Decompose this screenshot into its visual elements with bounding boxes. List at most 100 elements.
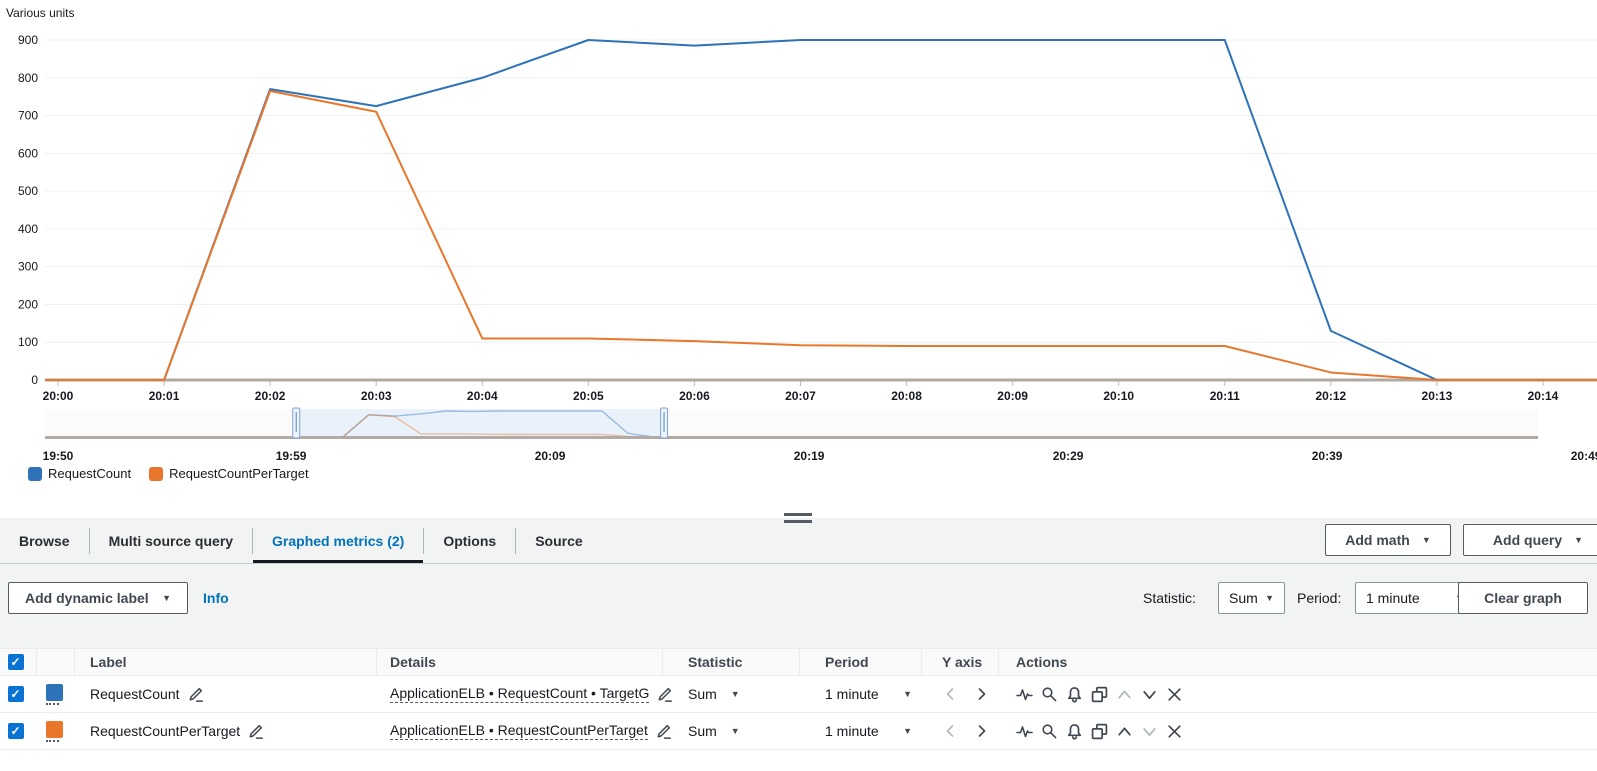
row-checkbox[interactable] [8,723,24,739]
period-value: 1 minute [825,686,879,702]
period-dropdown[interactable]: 1 minute ▼ [800,686,922,702]
y-tick-label: 600 [18,146,38,160]
x-tick-label: 20:03 [361,389,392,403]
table-row: RequestCount ApplicationELB • RequestCoun… [0,676,1597,713]
metrics-chart[interactable]: 0 100 200 300 400 500 600 700 800 900 20:00 20:01 20… [0,0,1597,406]
statistic-value: Sum [1229,590,1258,606]
timeline-tick-label: 20:19 [794,449,825,463]
tab-label: Source [535,532,583,549]
chevron-down-icon: ▼ [730,689,740,699]
series-RequestCount [45,39,1597,381]
column-header-label: Label [75,649,377,675]
metric-color-swatch[interactable] [46,720,63,738]
move-down-icon [1141,723,1158,740]
pencil-icon[interactable] [248,724,264,739]
panel-resize-handle[interactable] [784,513,812,527]
remove-icon[interactable] [1166,686,1183,703]
x-tick-label: 20:04 [467,389,498,403]
timeline-brush[interactable]: 19:50 19:59 20:09 20:19 20:29 20:39 20:49 [0,406,1597,466]
column-header-actions: Actions [1016,654,1068,670]
chevron-down-icon: ▼ [1421,535,1431,545]
line-style-dots-icon [46,702,59,705]
x-tick-label: 20:01 [149,389,180,403]
metric-label: RequestCount [90,686,180,702]
tab-options[interactable]: Options [424,518,515,563]
statistic-label: Statistic: [1143,590,1196,606]
tab-browse[interactable]: Browse [0,518,89,563]
timeline-tick-label: 20:29 [1053,449,1084,463]
column-header-statistic: Statistic [663,649,800,675]
chart-legend: RequestCount RequestCountPerTarget [28,466,309,481]
tab-label: Browse [19,532,70,549]
y-tick-label: 500 [18,184,38,198]
info-link[interactable]: Info [203,590,229,606]
legend-swatch-icon [149,466,164,481]
metric-details[interactable]: ApplicationELB • RequestCountPerTarget [390,722,648,740]
alarm-icon[interactable] [1066,723,1083,740]
statistic-dropdown[interactable]: Sum ▼ [663,723,800,739]
tab-divider [88,527,90,554]
chevron-down-icon: ▼ [1265,593,1274,603]
legend-label: RequestCount [48,466,132,481]
clear-graph-button[interactable]: Clear graph [1458,582,1588,614]
tab-label: Options [443,532,497,549]
tabs: Browse Multi source query Graphed metrics … [0,518,1597,564]
timeline-tick-label: 20:49 [1571,449,1597,463]
statistic-select[interactable]: Sum ▼ [1218,582,1285,614]
x-tick-label: 20:13 [1422,389,1453,403]
pencil-icon[interactable] [657,687,673,702]
add-query-button[interactable]: Add query ▼ [1463,524,1597,556]
legend-item[interactable]: RequestCount [28,466,131,481]
zoom-icon[interactable] [1041,723,1058,740]
period-dropdown[interactable]: 1 minute ▼ [800,723,922,739]
tab-graphed-metrics-2[interactable]: Graphed metrics (2) [253,518,423,563]
pencil-icon[interactable] [656,724,671,739]
y-axis-right-icon[interactable] [974,723,990,739]
remove-icon[interactable] [1166,723,1183,740]
duplicate-icon[interactable] [1091,723,1108,740]
zoom-icon[interactable] [1041,686,1058,703]
duplicate-icon[interactable] [1091,686,1108,703]
y-tick-label: 0 [31,373,38,387]
period-select[interactable]: 1 minute ▼ [1355,582,1475,614]
tab-multi-source-query[interactable]: Multi source query [90,518,252,563]
select-all-checkbox[interactable] [8,654,24,670]
move-up-icon[interactable] [1116,723,1133,740]
move-down-icon[interactable] [1141,686,1158,703]
x-tick-label: 20:05 [573,389,604,403]
metrics-table: Label Details Statistic Period Y axis Ac… [0,648,1597,750]
metrics-panel: Browse Multi source query Graphed metrics … [0,513,1597,648]
tab-source[interactable]: Source [516,518,601,563]
y-tick-label: 300 [18,260,38,274]
x-tick-label: 20:08 [891,389,922,403]
legend-swatch-icon [28,466,42,481]
brush-selection[interactable] [296,409,665,437]
x-tick-label: 20:11 [1210,389,1240,403]
metric-details[interactable]: ApplicationELB • RequestCount • TargetG [390,685,650,703]
table-header: Label Details Statistic Period Y axis Ac… [0,648,1597,676]
x-tick-label: 20:02 [255,389,286,403]
column-header-details: Details [377,649,663,675]
chevron-down-icon: ▼ [1574,535,1584,545]
y-axis-right-icon[interactable] [974,686,990,702]
pencil-icon[interactable] [188,687,203,702]
y-tick-label: 400 [18,222,38,236]
statistic-dropdown[interactable]: Sum ▼ [663,686,800,702]
tab-divider [252,527,254,554]
add-math-button[interactable]: Add math ▼ [1325,524,1451,556]
x-tick-label: 20:07 [785,389,816,403]
pulse-icon[interactable] [1016,686,1033,703]
add-dynamic-label-button[interactable]: Add dynamic label ▼ [8,582,188,614]
timeline-tick-label: 19:50 [43,449,74,463]
pulse-icon[interactable] [1016,723,1033,740]
legend-item[interactable]: RequestCountPerTarget [149,466,309,481]
tab-label: Graphed metrics (2) [272,532,405,549]
statistic-value: Sum [688,686,717,702]
x-tick-label: 20:06 [679,389,710,403]
period-value: 1 minute [1366,590,1420,606]
alarm-icon[interactable] [1066,686,1083,703]
row-checkbox[interactable] [8,686,24,702]
y-tick-label: 700 [18,109,38,123]
series-RequestCountPerTarget [45,90,1597,381]
metric-color-swatch[interactable] [46,683,63,701]
